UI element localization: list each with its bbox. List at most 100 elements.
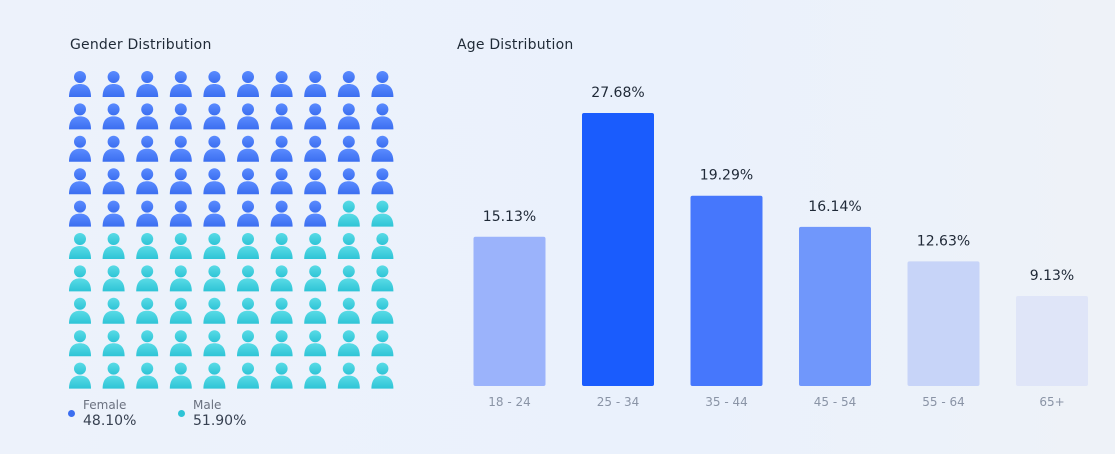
- female-person-icon: [69, 103, 91, 130]
- female-dot-icon: [68, 410, 75, 417]
- male-person-icon: [203, 362, 226, 389]
- age-bar-chart: 15.13% 18 - 24 27.68% 25 - 34 19.29% 35 - 44 1…: [473, 85, 1088, 409]
- age-bar: [907, 261, 980, 386]
- female-person-icon: [102, 200, 125, 227]
- male-person-icon: [371, 362, 394, 389]
- male-person-icon: [304, 233, 327, 259]
- female-person-icon: [69, 168, 91, 195]
- female-person-icon: [203, 200, 226, 227]
- male-person-icon: [136, 362, 159, 389]
- age-tick-label: 45 - 54: [814, 395, 857, 409]
- female-person-icon: [270, 103, 293, 130]
- male-person-icon: [337, 362, 360, 389]
- female-person-icon: [169, 103, 192, 130]
- male-dot-icon: [178, 410, 185, 417]
- age-tick-label: 35 - 44: [705, 395, 748, 409]
- age-bar: [799, 226, 871, 386]
- male-person-icon: [203, 233, 226, 259]
- age-bar-value-label: 15.13%: [483, 209, 536, 225]
- female-person-icon: [169, 200, 192, 227]
- legend-female-value: 48.10%: [83, 413, 137, 429]
- male-person-icon: [102, 233, 125, 259]
- female-person-icon: [337, 168, 360, 195]
- male-person-icon: [270, 297, 293, 324]
- male-person-icon: [203, 297, 226, 324]
- female-person-icon: [337, 103, 360, 130]
- age-bar-value-label: 9.13%: [1030, 268, 1074, 284]
- male-person-icon: [270, 362, 293, 389]
- female-person-icon: [169, 71, 192, 97]
- age-tick-label: 55 - 64: [922, 395, 965, 409]
- male-person-icon: [136, 233, 159, 259]
- male-person-icon: [169, 233, 192, 259]
- female-person-icon: [203, 71, 226, 97]
- male-person-icon: [169, 362, 192, 389]
- male-person-icon: [102, 297, 125, 324]
- male-person-icon: [203, 265, 226, 292]
- female-person-icon: [169, 135, 192, 162]
- female-person-icon: [69, 135, 91, 162]
- male-person-icon: [371, 297, 394, 324]
- male-person-icon: [270, 330, 293, 357]
- male-person-icon: [337, 330, 360, 357]
- age-bar-value-label: 12.63%: [917, 233, 970, 249]
- female-person-icon: [203, 103, 226, 130]
- female-person-icon: [136, 135, 159, 162]
- legend-male-label: Male: [193, 398, 222, 412]
- age-bar: [1016, 295, 1088, 386]
- male-person-icon: [237, 330, 259, 357]
- male-person-icon: [371, 200, 394, 227]
- female-person-icon: [69, 200, 91, 227]
- male-person-icon: [337, 200, 360, 227]
- male-person-icon: [102, 362, 125, 389]
- female-person-icon: [304, 168, 327, 195]
- age-tick-label: 65+: [1039, 395, 1064, 409]
- age-bar: [690, 195, 763, 386]
- female-person-icon: [270, 168, 293, 195]
- age-distribution-title: Age Distribution: [457, 37, 574, 53]
- male-person-icon: [237, 265, 259, 292]
- male-person-icon: [371, 265, 394, 292]
- age-bar: [582, 113, 654, 386]
- female-person-icon: [337, 135, 360, 162]
- legend-male-value: 51.90%: [193, 413, 247, 429]
- male-person-icon: [169, 265, 192, 292]
- female-person-icon: [102, 71, 125, 97]
- male-person-icon: [102, 330, 125, 357]
- male-person-icon: [304, 362, 327, 389]
- male-person-icon: [69, 297, 91, 324]
- female-person-icon: [270, 200, 293, 227]
- male-person-icon: [270, 265, 293, 292]
- female-person-icon: [102, 168, 125, 195]
- female-person-icon: [337, 71, 360, 97]
- male-person-icon: [102, 265, 125, 292]
- age-bar-value-label: 19.29%: [700, 168, 753, 184]
- male-person-icon: [304, 297, 327, 324]
- male-person-icon: [237, 362, 259, 389]
- female-person-icon: [270, 71, 293, 97]
- male-person-icon: [169, 297, 192, 324]
- female-person-icon: [371, 168, 394, 195]
- female-person-icon: [69, 71, 91, 97]
- female-person-icon: [136, 71, 159, 97]
- female-person-icon: [304, 103, 327, 130]
- male-person-icon: [203, 330, 226, 357]
- female-person-icon: [304, 200, 327, 227]
- female-person-icon: [203, 135, 226, 162]
- legend-female-label: Female: [83, 398, 127, 412]
- age-bar-value-label: 16.14%: [808, 199, 861, 215]
- male-person-icon: [304, 265, 327, 292]
- female-person-icon: [304, 135, 327, 162]
- male-person-icon: [69, 362, 91, 389]
- female-person-icon: [169, 168, 192, 195]
- gender-waffle-chart: [69, 71, 394, 389]
- male-person-icon: [337, 265, 360, 292]
- female-person-icon: [270, 135, 293, 162]
- male-person-icon: [169, 330, 192, 357]
- age-bar: [473, 236, 546, 386]
- female-person-icon: [136, 168, 159, 195]
- female-person-icon: [237, 71, 259, 97]
- male-person-icon: [237, 297, 259, 324]
- female-person-icon: [203, 168, 226, 195]
- female-person-icon: [371, 103, 394, 130]
